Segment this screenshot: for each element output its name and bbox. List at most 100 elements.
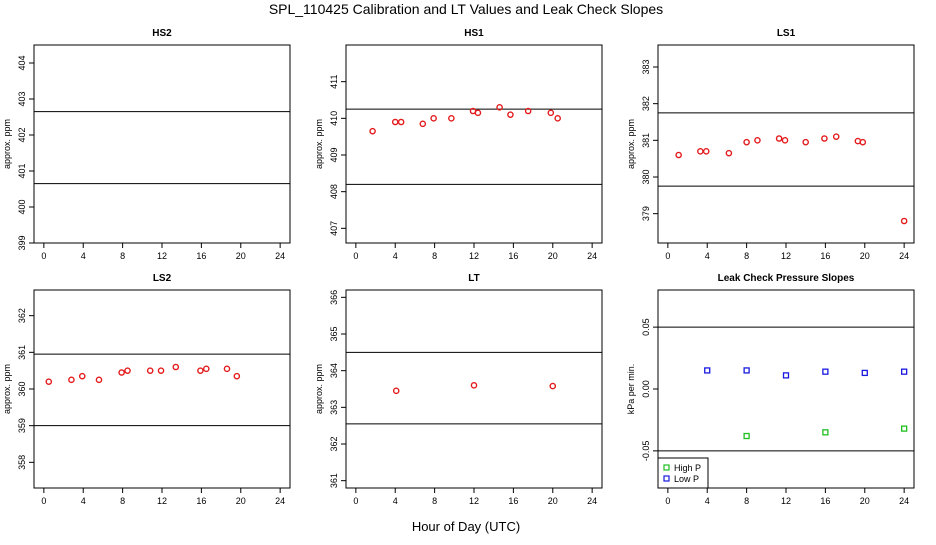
panel-lt: LT approx. ppm 0 4 8 12 16 20 24 361 362 363 364 365 3… — [314, 273, 603, 506]
x-tick-label: 12 — [781, 496, 791, 506]
data-point — [549, 382, 557, 390]
x-tick-label: 8 — [744, 496, 749, 506]
data-point — [474, 109, 482, 117]
data-point — [781, 137, 789, 144]
data-point — [146, 367, 154, 374]
data-point — [172, 363, 180, 371]
panel-hs1: HS1 approx. ppm 0 4 8 12 16 20 24 407 408 409 410 411 — [314, 28, 603, 261]
panel-title: LT — [468, 273, 479, 284]
y-tick-label: 364 — [329, 363, 339, 378]
data-point — [369, 127, 376, 135]
data-point — [78, 372, 86, 380]
x-tick-label: 4 — [393, 496, 398, 506]
data-point — [859, 138, 867, 146]
y-tick-label: -0.05 — [641, 441, 651, 462]
y-tick-label: 380 — [641, 169, 651, 184]
x-tick-label: 4 — [705, 496, 710, 506]
data-point — [392, 387, 400, 395]
data-point — [697, 148, 704, 155]
x-tick-label: 4 — [81, 251, 86, 261]
legend-box — [657, 457, 709, 489]
x-tick-label: 12 — [469, 496, 479, 506]
data-point — [233, 372, 241, 380]
x-tick-label: 20 — [860, 496, 870, 506]
y-tick-label: 410 — [329, 111, 339, 126]
x-tick-label: 0 — [353, 496, 358, 506]
y-tick-label: 366 — [329, 290, 339, 305]
y-tick-label: 362 — [329, 436, 339, 451]
y-axis-label: approx. ppm — [2, 364, 12, 414]
panel-title: LS1 — [777, 28, 796, 39]
y-tick-label: 399 — [17, 235, 27, 250]
y-axis-label: kPa per min. — [626, 364, 636, 415]
legend-label: Low P — [674, 474, 699, 484]
y-tick-label: 379 — [641, 206, 651, 221]
panel-title: Leak Check Pressure Slopes — [718, 273, 855, 284]
data-point — [901, 425, 908, 432]
y-tick-label: 361 — [329, 473, 339, 488]
plot-frame — [33, 44, 291, 244]
x-tick-label: 8 — [120, 496, 125, 506]
x-tick-label: 8 — [432, 251, 437, 261]
data-point — [743, 432, 750, 440]
x-tick-label: 16 — [196, 251, 206, 261]
data-point — [157, 367, 165, 374]
y-tick-label: 363 — [329, 400, 339, 415]
y-tick-label: 403 — [17, 91, 27, 106]
data-point — [743, 367, 750, 374]
plot-frame — [33, 289, 291, 489]
data-point — [197, 367, 204, 374]
x-tick-label: 8 — [432, 496, 437, 506]
y-tick-label: 402 — [17, 127, 27, 142]
x-tick-label: 24 — [899, 251, 909, 261]
x-tick-label: 12 — [157, 251, 167, 261]
x-tick-label: 0 — [353, 251, 358, 261]
data-point — [782, 372, 790, 379]
y-tick-label: 359 — [17, 418, 27, 433]
data-point — [45, 378, 53, 385]
data-point — [704, 367, 711, 374]
x-tick-label: 24 — [899, 496, 909, 506]
data-point — [802, 138, 809, 146]
data-point — [675, 151, 682, 159]
y-tick-label: 382 — [641, 96, 651, 111]
y-tick-label: 365 — [329, 326, 339, 341]
data-point — [524, 107, 532, 115]
x-tick-label: 0 — [665, 496, 670, 506]
panel-leak-check-pressure-slopes: Leak Check Pressure Slopes kPa per min. 0 4… — [626, 273, 915, 506]
x-tick-label: 24 — [275, 251, 285, 261]
y-tick-label: 409 — [329, 147, 339, 162]
legend-label: High P — [674, 463, 701, 473]
y-tick-label: 401 — [17, 163, 27, 178]
data-point — [118, 369, 125, 376]
data-point — [554, 115, 561, 122]
y-tick-label: 0.05 — [641, 318, 651, 336]
x-tick-label: 0 — [665, 251, 670, 261]
x-tick-label: 24 — [275, 496, 285, 506]
data-point — [901, 368, 908, 375]
y-axis-label: approx. ppm — [314, 364, 324, 414]
data-point — [223, 365, 231, 373]
panel-title: HS1 — [464, 28, 484, 39]
data-point — [397, 118, 405, 126]
panel-title: HS2 — [152, 28, 172, 39]
x-tick-label: 16 — [508, 496, 518, 506]
y-axis-label: approx. ppm — [2, 119, 12, 169]
x-tick-label: 12 — [781, 251, 791, 261]
y-tick-label: 400 — [17, 199, 27, 214]
data-point — [547, 109, 555, 117]
data-point — [754, 137, 761, 144]
plot-frame — [657, 44, 915, 244]
data-point — [775, 135, 783, 142]
x-tick-label: 16 — [508, 251, 518, 261]
data-point — [419, 120, 427, 128]
y-tick-label: 411 — [329, 74, 339, 88]
x-tick-label: 4 — [393, 251, 398, 261]
x-tick-label: 12 — [469, 251, 479, 261]
data-point — [124, 367, 131, 374]
data-point — [743, 138, 750, 146]
data-point — [507, 111, 514, 118]
data-point — [95, 376, 103, 384]
